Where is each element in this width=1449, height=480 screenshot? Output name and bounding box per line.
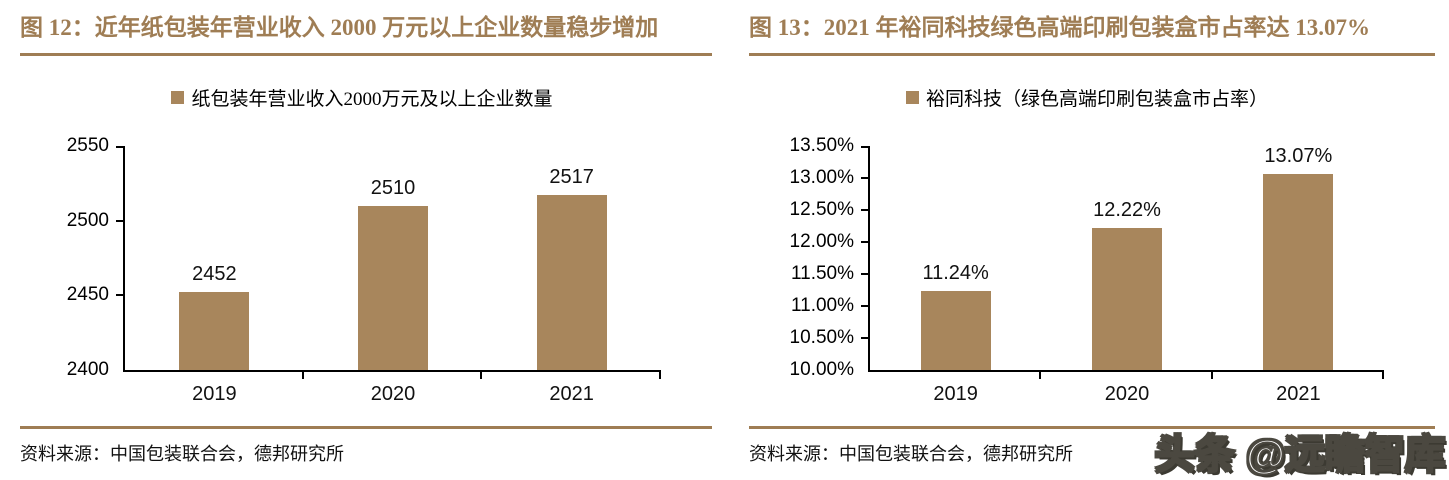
bar-value-label: 13.07% <box>1264 144 1333 167</box>
figure-13-title: 图 13：2021 年裕同科技绿色高端印刷包装盒市占率达 13.07% <box>749 15 1370 40</box>
figure-12-source-note: 资料来源：中国包装联合会，德邦研究所 <box>20 444 344 464</box>
y-axis-tick-label: 2550 <box>66 135 109 156</box>
y-axis-tick-label: 12.50% <box>789 199 854 220</box>
x-axis-category-label: 2019 <box>933 383 978 405</box>
figure-12-title-divider <box>20 53 712 56</box>
figure-13-source-divider <box>749 426 1435 429</box>
x-axis-category-label: 2021 <box>549 383 594 405</box>
x-axis-tick-mark <box>1210 372 1213 379</box>
x-axis-category-label: 2019 <box>192 383 237 405</box>
bar-value-label: 2517 <box>549 166 594 189</box>
bar-2019 <box>179 292 250 370</box>
toutiao-watermark: 头条 @远瞻智库 <box>1154 432 1446 478</box>
figure-13-legend: 裕同科技（绿色高端印刷包装盒市占率） <box>725 84 1449 111</box>
y-axis-tick-label: 11.00% <box>790 295 854 316</box>
y-axis-tick-mark <box>861 146 870 148</box>
y-axis-tick-label: 11.50% <box>790 263 854 284</box>
y-axis-tick-mark <box>116 294 125 297</box>
legend-swatch-icon <box>171 91 185 104</box>
x-axis-category-label: 2020 <box>1104 383 1150 405</box>
figure-12-panel: 图 12：近年纸包装年营业收入 2000 万元以上企业数量稳步增加 纸包装年营业… <box>0 0 724 480</box>
bar-2020 <box>358 205 428 370</box>
bar-value-label: 12.22% <box>1093 198 1161 221</box>
y-axis-tick-label: 13.00% <box>789 167 854 188</box>
x-axis-category-label: 2021 <box>1276 383 1321 405</box>
bar-2021 <box>1263 173 1334 370</box>
y-axis-tick-mark <box>861 337 870 339</box>
x-axis-tick-mark <box>659 372 661 379</box>
bar-value-label: 11.24% <box>922 261 989 284</box>
y-axis-tick-label: 2400 <box>66 359 109 380</box>
y-axis-tick-mark <box>861 273 870 275</box>
y-axis-tick-mark <box>861 305 870 307</box>
bar-value-label: 2510 <box>370 176 416 199</box>
bar-value-label: 2452 <box>192 263 237 286</box>
legend-label: 裕同科技（绿色高端印刷包装盒市占率） <box>925 89 1268 110</box>
figure-12-title: 图 12：近年纸包装年营业收入 2000 万元以上企业数量稳步增加 <box>20 15 659 40</box>
y-axis-tick-mark <box>116 219 125 222</box>
bar-2019 <box>920 290 991 370</box>
legend-label: 纸包装年营业收入2000万元及以上企业数量 <box>191 89 553 110</box>
x-axis-tick-mark <box>1039 372 1042 379</box>
x-axis-tick-mark <box>301 372 304 379</box>
y-axis-tick-mark <box>116 146 125 148</box>
x-axis-tick-mark <box>480 372 483 379</box>
bar-2020 <box>1092 227 1162 370</box>
figure-13-panel: 图 13：2021 年裕同科技绿色高端印刷包装盒市占率达 13.07% 裕同科技… <box>725 0 1449 480</box>
y-axis-tick-label: 13.50% <box>789 135 854 156</box>
figure-12-source-divider <box>20 426 712 429</box>
y-axis-tick-mark <box>861 177 870 179</box>
y-axis-tick-label: 2500 <box>66 209 109 231</box>
figure-13-bar-chart: 10.00% 10.50% 11.00% 11.50% 12.00% 12.50% 13.0… <box>790 135 1384 405</box>
y-axis-tick-mark <box>861 209 870 211</box>
bar-2021 <box>536 195 607 370</box>
y-axis-tick-label: 10.50% <box>789 327 854 348</box>
y-axis-tick-label: 10.00% <box>789 359 854 380</box>
y-axis-tick-mark <box>861 241 870 243</box>
x-axis-category-label: 2020 <box>370 383 416 405</box>
y-axis-tick-label: 2450 <box>66 284 109 306</box>
figure-12-legend: 纸包装年营业收入2000万元及以上企业数量 <box>0 84 724 111</box>
figure-12-bar-chart: 2400 2450 2500 2550 2452 2019 2510 2020 2517 2021 <box>67 135 661 405</box>
y-axis-tick-label: 12.00% <box>789 231 854 252</box>
figure-13-source-note: 资料来源：中国包装联合会，德邦研究所 <box>749 444 1073 464</box>
x-axis-tick-mark <box>1382 372 1384 379</box>
figure-13-title-divider <box>749 53 1435 56</box>
legend-swatch-icon <box>905 91 919 104</box>
